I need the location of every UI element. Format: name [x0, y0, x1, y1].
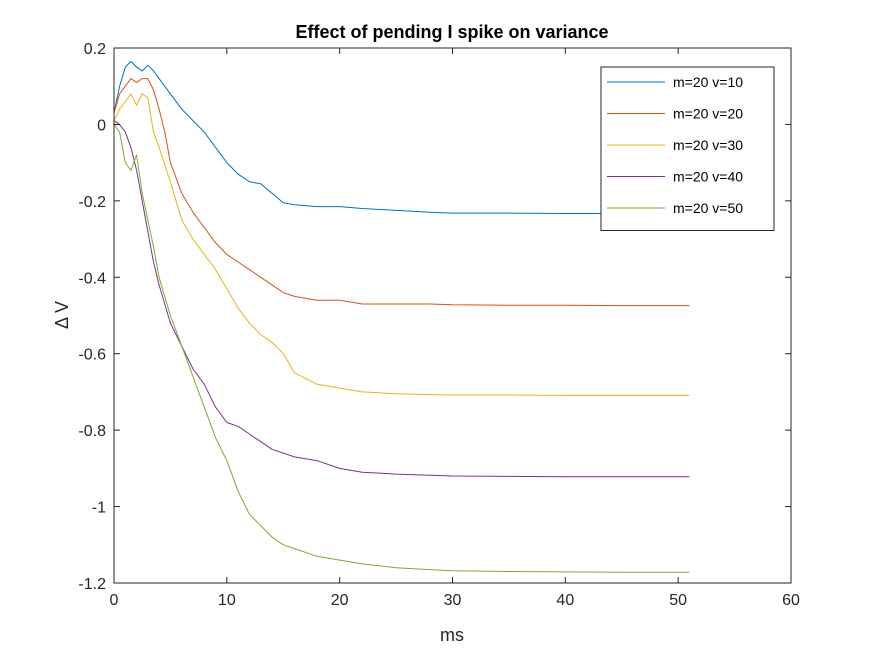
x-tick-label: 30 — [444, 592, 462, 609]
legend: m=20 v=10 m=20 v=20 m=20 v=30 m=20 v=40 m=20… — [600, 66, 775, 231]
y-tick-label: -0.4 — [78, 270, 106, 287]
x-tick-label: 20 — [331, 592, 349, 609]
series-line-4 — [113, 120, 690, 478]
legend-entry-1: m=20 v=10 — [673, 74, 743, 90]
series-line-1 — [113, 60, 690, 214]
y-tick-label: -0.8 — [78, 423, 106, 440]
tick-layer: 0 10 20 30 40 50 60 -1.2 -1 -0.8 -0.6 -0.4 -0.2 0 0.2 — [78, 41, 800, 609]
series-line-5 — [113, 124, 690, 573]
legend-box — [600, 66, 775, 231]
y-tick-label: -1 — [92, 500, 106, 517]
series-layer — [113, 60, 690, 573]
x-tick-label: 40 — [556, 592, 574, 609]
legend-entry-2: m=20 v=20 — [673, 106, 743, 122]
y-tick-label: -0.6 — [78, 347, 106, 364]
legend-entry-4: m=20 v=40 — [673, 169, 743, 185]
x-axis-label: ms — [440, 625, 464, 645]
y-tick-label: -1.2 — [78, 576, 106, 593]
y-tick-label: -0.2 — [78, 194, 106, 211]
y-axis-label: Δ V — [52, 301, 72, 329]
legend-entry-3: m=20 v=30 — [673, 137, 743, 153]
series-line-2 — [113, 78, 690, 307]
x-tick-label: 60 — [782, 592, 800, 609]
x-tick-label: 0 — [110, 592, 119, 609]
y-tick-label: 0.2 — [84, 41, 106, 58]
legend-entry-5: m=20 v=50 — [673, 200, 743, 216]
y-tick-label: 0 — [97, 117, 106, 134]
chart-title: Effect of pending I spike on variance — [295, 22, 608, 42]
x-tick-label: 10 — [218, 592, 236, 609]
x-tick-label: 50 — [669, 592, 687, 609]
series-line-3 — [113, 93, 690, 396]
